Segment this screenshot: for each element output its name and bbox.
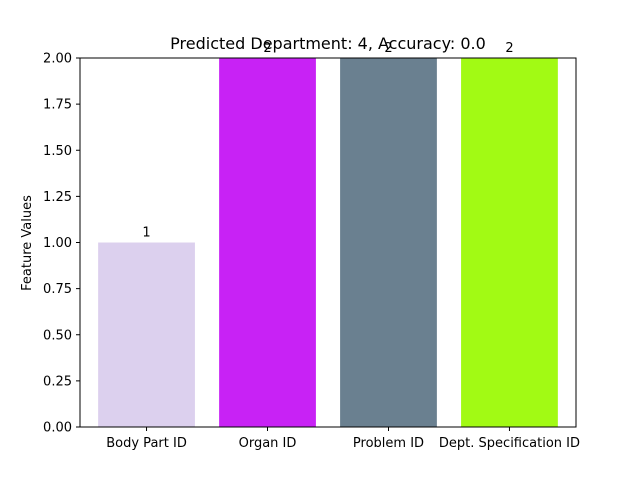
bar-3 — [461, 58, 558, 427]
data-labels-group: 1 2 2 2 — [142, 41, 513, 241]
bar-1 — [219, 58, 316, 427]
y-tick-label-7: 1.75 — [43, 98, 72, 113]
x-tick-label-2: Problem ID — [353, 436, 424, 451]
y-tick-label-3: 0.75 — [43, 282, 72, 297]
bars-group — [98, 58, 558, 427]
y-tick-label-1: 0.25 — [43, 374, 72, 389]
y-tick-label-6: 1.50 — [43, 144, 72, 159]
x-tick-label-3: Dept. Specification ID — [439, 436, 580, 451]
data-label-1: 2 — [263, 41, 271, 56]
y-axis: 0.00 0.25 0.50 0.75 1.00 1.25 1.50 1.75 2.00 — [43, 52, 80, 436]
y-axis-label: Feature Values — [20, 195, 35, 291]
y-tick-label-4: 1.00 — [43, 236, 72, 251]
data-label-3: 2 — [505, 41, 513, 56]
bar-2 — [340, 58, 437, 427]
bar-0 — [98, 242, 195, 427]
data-label-0: 1 — [142, 226, 150, 241]
y-tick-label-2: 0.50 — [43, 328, 72, 343]
data-label-2: 2 — [384, 41, 392, 56]
y-tick-label-5: 1.25 — [43, 190, 72, 205]
chart-title: Predicted Department: 4, Accuracy: 0.0 — [170, 34, 486, 53]
y-tick-label-8: 2.00 — [43, 52, 72, 67]
y-tick-label-0: 0.00 — [43, 421, 72, 436]
x-tick-label-1: Organ ID — [239, 436, 297, 451]
x-axis: Body Part ID Organ ID Problem ID Dept. Spec… — [106, 427, 580, 451]
x-tick-label-0: Body Part ID — [106, 436, 187, 451]
